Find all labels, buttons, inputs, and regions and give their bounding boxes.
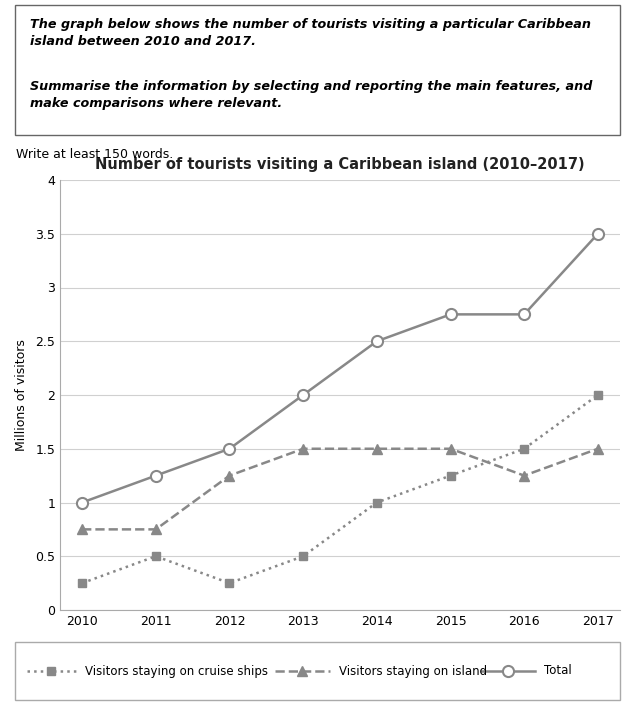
FancyBboxPatch shape [15,642,620,700]
Text: Visitors staying on island: Visitors staying on island [339,665,487,678]
Y-axis label: Millions of visitors: Millions of visitors [15,339,28,451]
Text: The graph below shows the number of tourists visiting a particular Caribbean
isl: The graph below shows the number of tour… [30,18,591,48]
Text: Summarise the information by selecting and reporting the main features, and
make: Summarise the information by selecting a… [30,80,592,111]
FancyBboxPatch shape [15,5,620,135]
Title: Number of tourists visiting a Caribbean island (2010–2017): Number of tourists visiting a Caribbean … [95,157,585,172]
Text: Write at least 150 words.: Write at least 150 words. [16,148,173,161]
Text: Visitors staying on cruise ships: Visitors staying on cruise ships [85,665,268,678]
Text: Total: Total [545,665,572,678]
